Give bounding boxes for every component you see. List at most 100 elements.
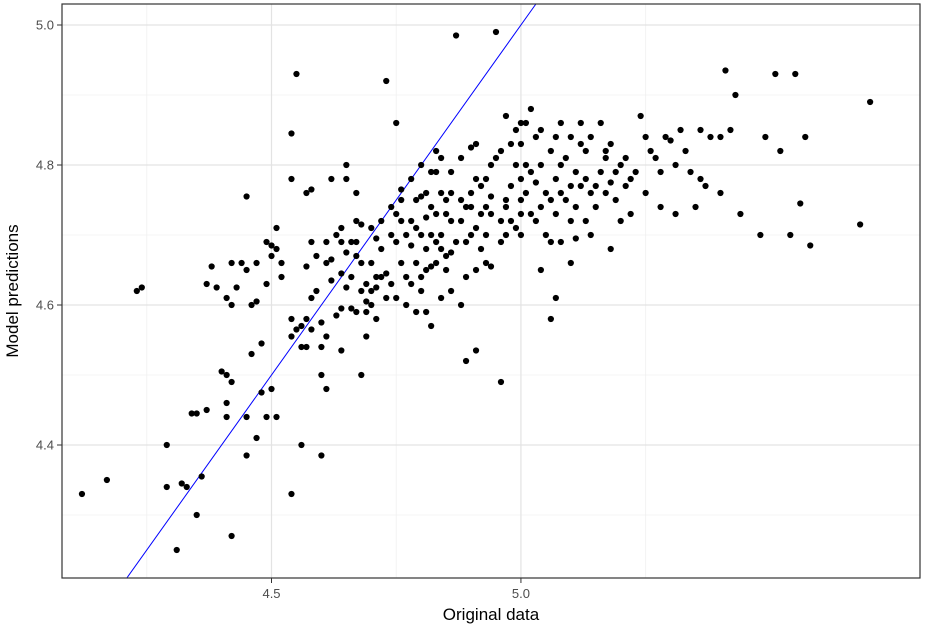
data-point (662, 133, 669, 141)
data-point (577, 182, 584, 190)
data-point (323, 385, 330, 393)
data-point (867, 98, 874, 106)
data-point (547, 147, 554, 155)
data-point (487, 193, 495, 200)
data-point (627, 210, 634, 218)
data-point (497, 238, 505, 246)
data-point (557, 238, 564, 246)
data-point (263, 238, 270, 246)
data-point (198, 473, 205, 480)
data-point (637, 112, 644, 120)
data-point (592, 182, 599, 190)
data-point (303, 189, 310, 197)
data-point (462, 357, 470, 365)
data-point (517, 175, 525, 183)
data-point (522, 119, 530, 127)
data-point (273, 413, 280, 421)
data-point (572, 168, 579, 176)
data-point (248, 301, 255, 309)
data-point (133, 287, 140, 295)
data-point (577, 140, 584, 148)
data-point (183, 483, 190, 491)
data-point (557, 161, 564, 169)
data-point (722, 67, 729, 74)
data-point (413, 224, 420, 232)
data-point (762, 133, 769, 141)
data-point (572, 235, 579, 242)
data-point (472, 140, 480, 148)
data-point (333, 231, 340, 239)
data-point (418, 231, 425, 239)
data-point (522, 161, 530, 169)
data-point (238, 259, 245, 267)
data-point (428, 263, 435, 270)
data-point (567, 217, 574, 225)
data-point (657, 203, 664, 211)
data-point (622, 182, 629, 190)
data-point (433, 147, 440, 155)
data-point (447, 189, 455, 197)
data-point (298, 322, 305, 330)
data-point (393, 119, 400, 127)
data-point (757, 231, 764, 239)
data-point (373, 235, 380, 242)
data-point (697, 175, 704, 183)
data-point (607, 140, 614, 148)
data-point (308, 238, 315, 246)
data-point (562, 196, 569, 204)
data-point (467, 203, 475, 211)
data-point (507, 217, 515, 225)
y-tick-label: 4.4 (36, 438, 54, 453)
data-point (622, 154, 629, 162)
data-point (243, 266, 250, 274)
data-point (368, 259, 375, 267)
data-point (313, 252, 320, 260)
data-point (288, 333, 295, 340)
data-point (517, 231, 525, 239)
data-point (477, 210, 485, 218)
data-point (398, 196, 405, 204)
data-point (512, 161, 520, 169)
data-point (228, 378, 235, 386)
data-point (487, 263, 495, 270)
data-point (323, 259, 330, 267)
data-point (443, 196, 450, 204)
data-point (438, 294, 445, 302)
data-point (398, 186, 405, 193)
data-point (318, 319, 325, 326)
reference-line-group (126, 3, 537, 579)
data-points (78, 28, 874, 554)
data-point (602, 189, 609, 197)
data-point (233, 284, 240, 291)
data-point (268, 252, 275, 260)
data-point (552, 294, 559, 302)
data-point (408, 242, 415, 249)
data-point (487, 161, 495, 169)
data-point (418, 287, 425, 295)
data-point (557, 119, 564, 127)
y-tick-label: 5.0 (36, 18, 54, 33)
data-point (253, 434, 260, 442)
data-point (652, 154, 659, 162)
data-point (582, 175, 589, 183)
data-point (447, 287, 455, 295)
data-point (472, 266, 480, 274)
data-point (612, 196, 619, 204)
data-point (418, 193, 425, 200)
data-point (542, 231, 549, 239)
x-tick-label: 5.0 (512, 586, 530, 601)
data-point (642, 189, 649, 197)
y-axis-title: Model predictions (3, 224, 22, 357)
data-point (787, 231, 794, 239)
data-point (587, 133, 594, 141)
data-point (388, 231, 395, 239)
data-point (772, 70, 779, 78)
data-point (243, 452, 250, 459)
data-point (532, 133, 539, 141)
data-point (502, 203, 510, 211)
data-point (408, 217, 415, 225)
data-point (697, 126, 704, 134)
data-point (423, 245, 430, 253)
data-point (512, 126, 520, 134)
